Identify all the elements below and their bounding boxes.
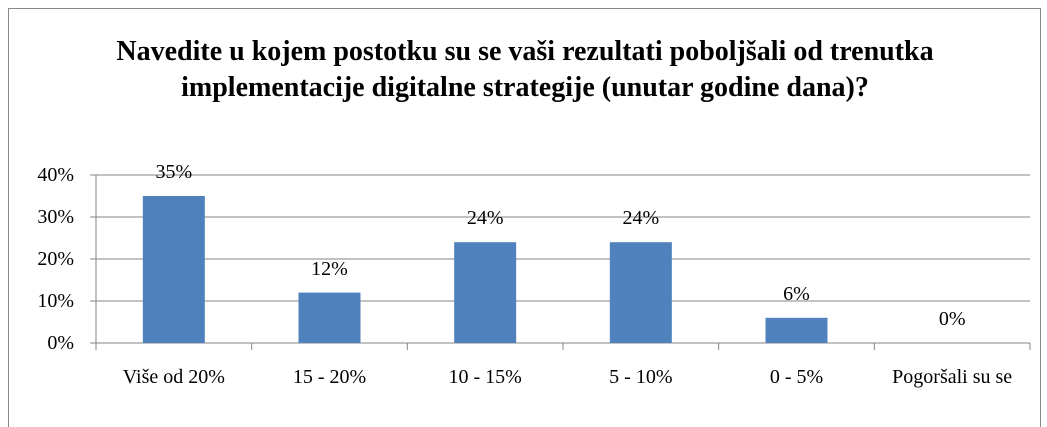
bar xyxy=(609,242,672,343)
x-tick-label: Više od 20% xyxy=(122,366,225,388)
bar xyxy=(142,196,205,343)
x-tick-label: 0 - 5% xyxy=(769,366,824,388)
y-tick-label: 30% xyxy=(37,206,74,228)
data-label: 6% xyxy=(783,282,810,305)
x-tick-label: 15 - 20% xyxy=(292,366,367,388)
chart-border xyxy=(8,8,1041,427)
y-tick-label: 10% xyxy=(37,290,74,312)
data-label: 24% xyxy=(622,207,660,230)
data-label: 35% xyxy=(155,161,193,183)
data-label: 0% xyxy=(938,308,966,330)
y-tick-label: 20% xyxy=(37,248,74,270)
data-label: 24% xyxy=(466,207,504,230)
data-label: 12% xyxy=(311,257,348,280)
chart-title: Navedite u kojem postotku su se vaši rez… xyxy=(116,36,934,103)
y-tick-label: 0% xyxy=(47,332,74,354)
bar xyxy=(298,292,361,343)
bar xyxy=(454,242,517,343)
x-tick-label: 5 - 10% xyxy=(609,366,673,388)
bar xyxy=(765,317,828,343)
x-tick-label: Pogoršali su se xyxy=(892,366,1013,388)
y-tick-label: 40% xyxy=(37,164,74,186)
x-tick-label: 10 - 15% xyxy=(448,366,522,388)
